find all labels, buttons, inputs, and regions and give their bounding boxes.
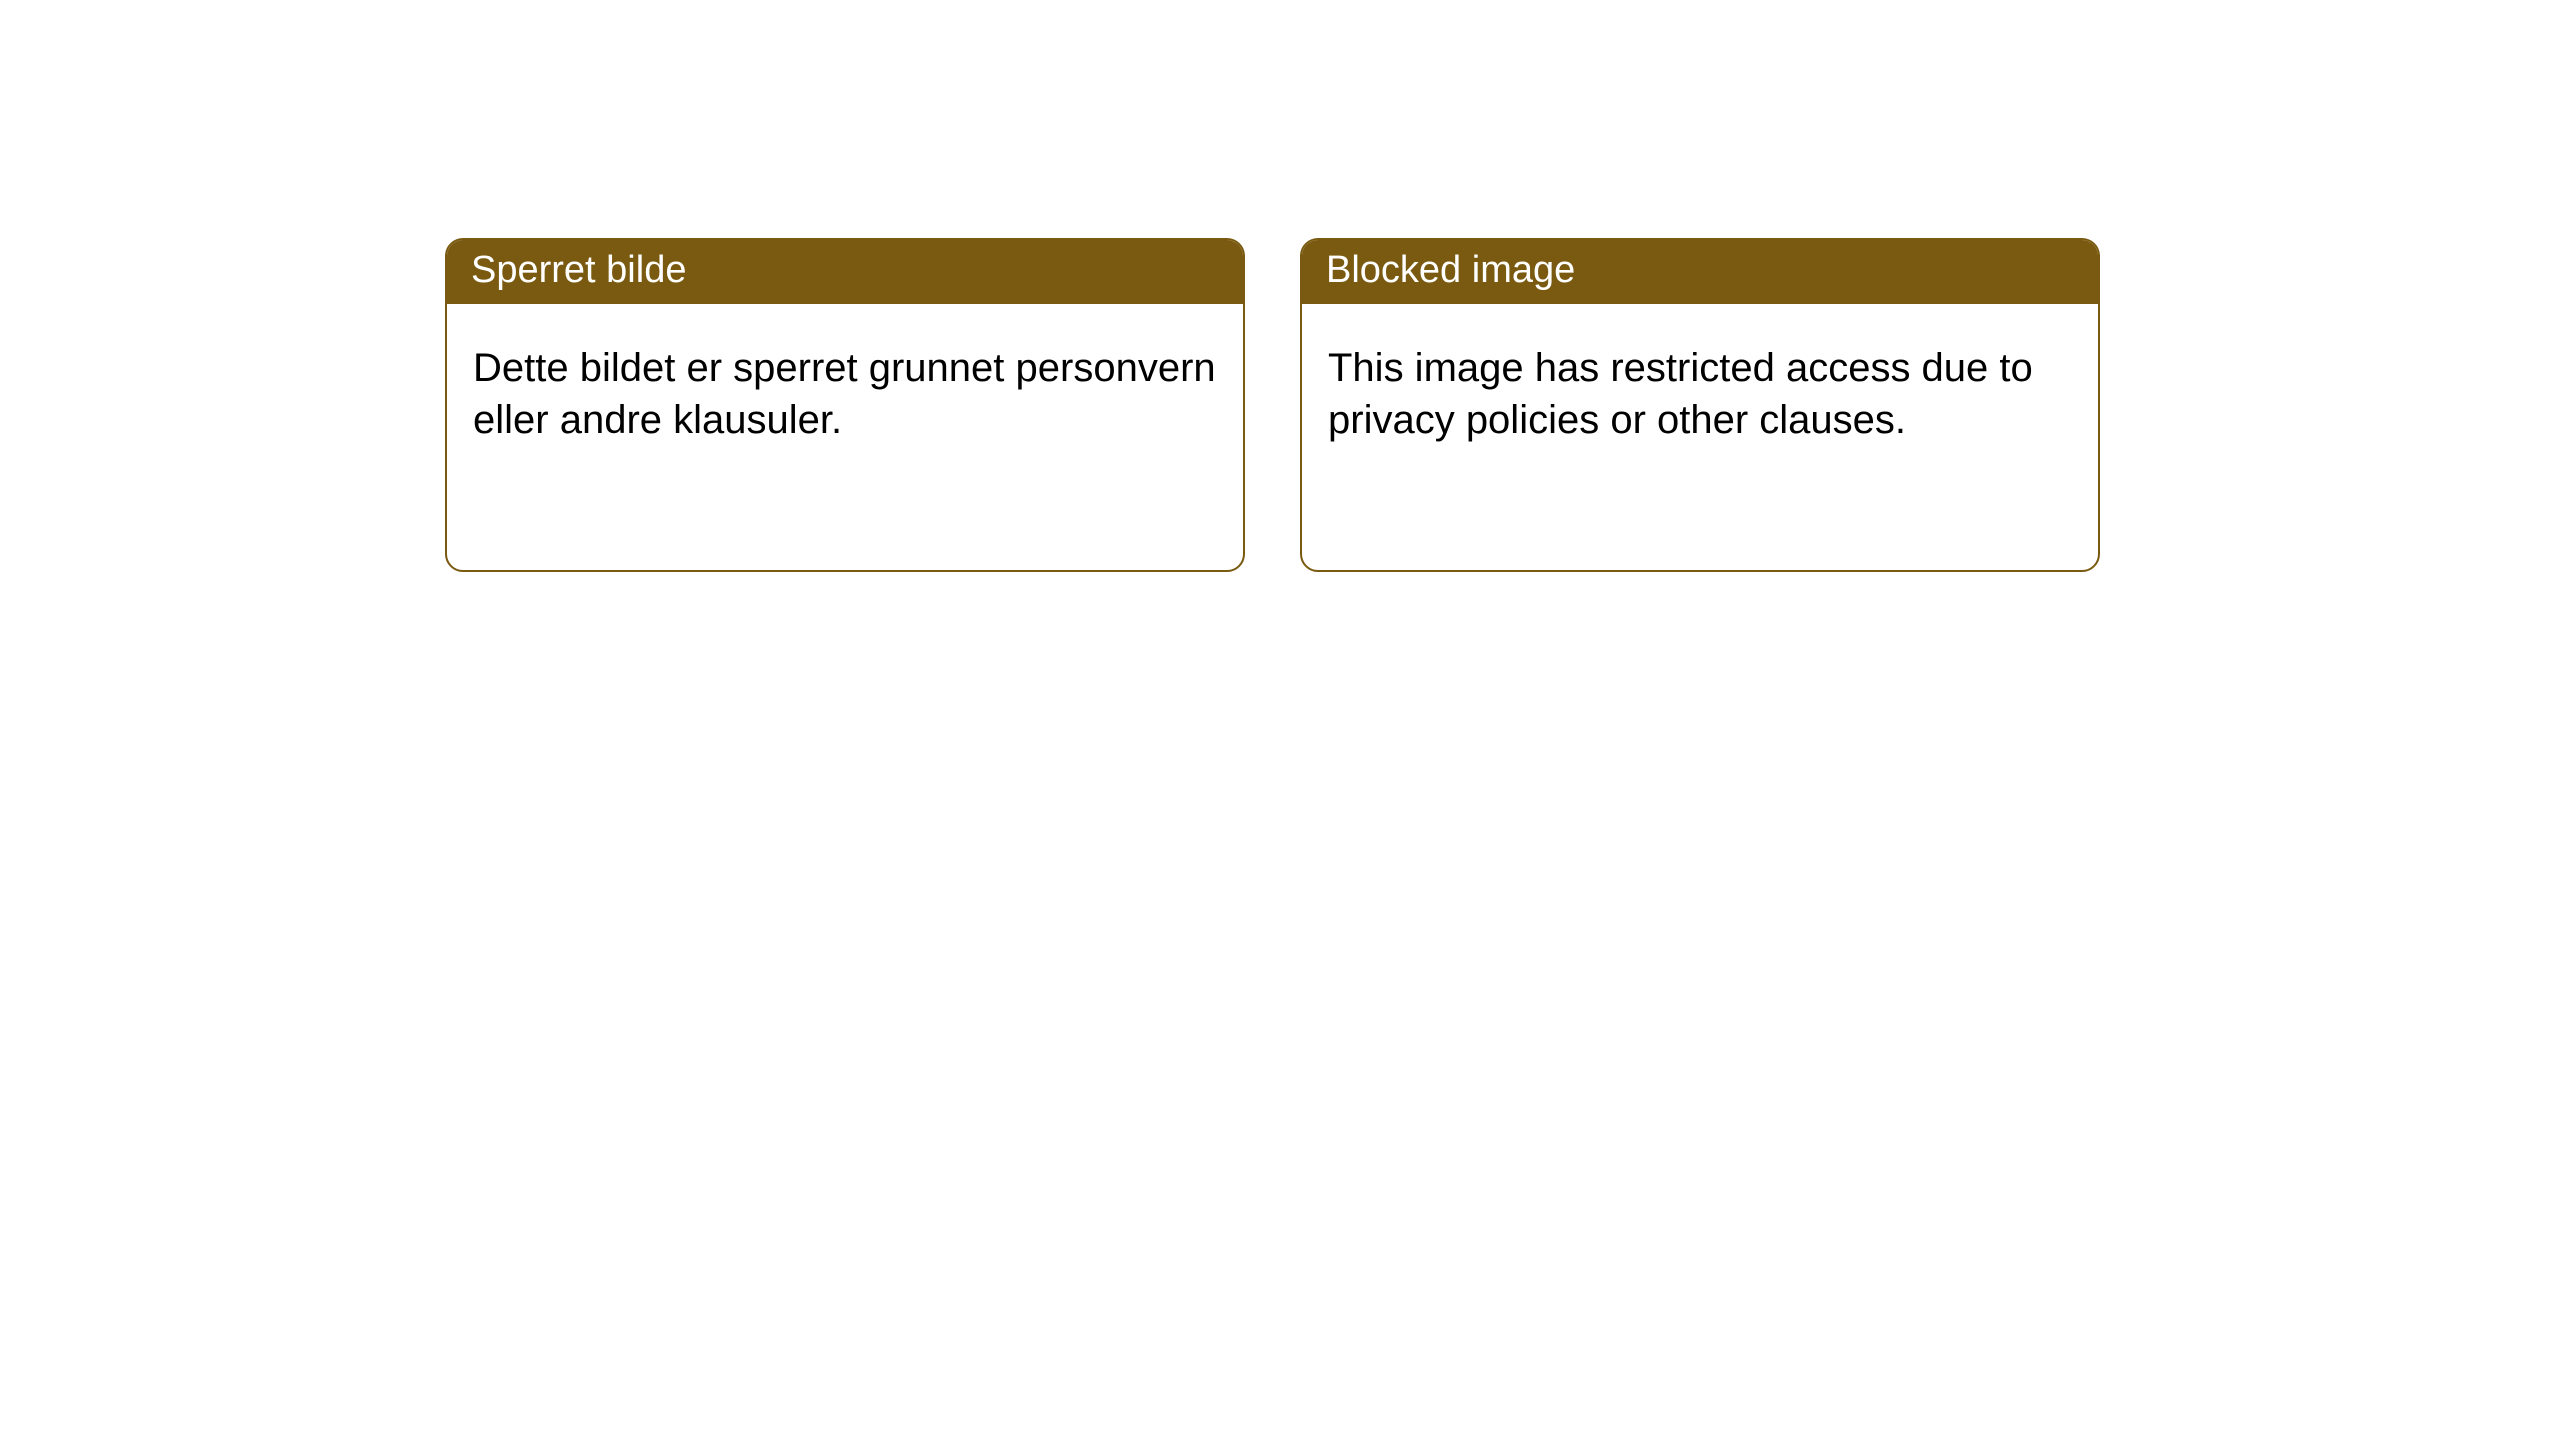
notice-body-norwegian: Dette bildet er sperret grunnet personve… [447,304,1243,484]
notice-card-norwegian: Sperret bilde Dette bildet er sperret gr… [445,238,1245,572]
notice-body-english: This image has restricted access due to … [1302,304,2098,484]
notice-title-english: Blocked image [1302,240,2098,304]
notice-container: Sperret bilde Dette bildet er sperret gr… [0,0,2560,572]
notice-title-norwegian: Sperret bilde [447,240,1243,304]
notice-card-english: Blocked image This image has restricted … [1300,238,2100,572]
